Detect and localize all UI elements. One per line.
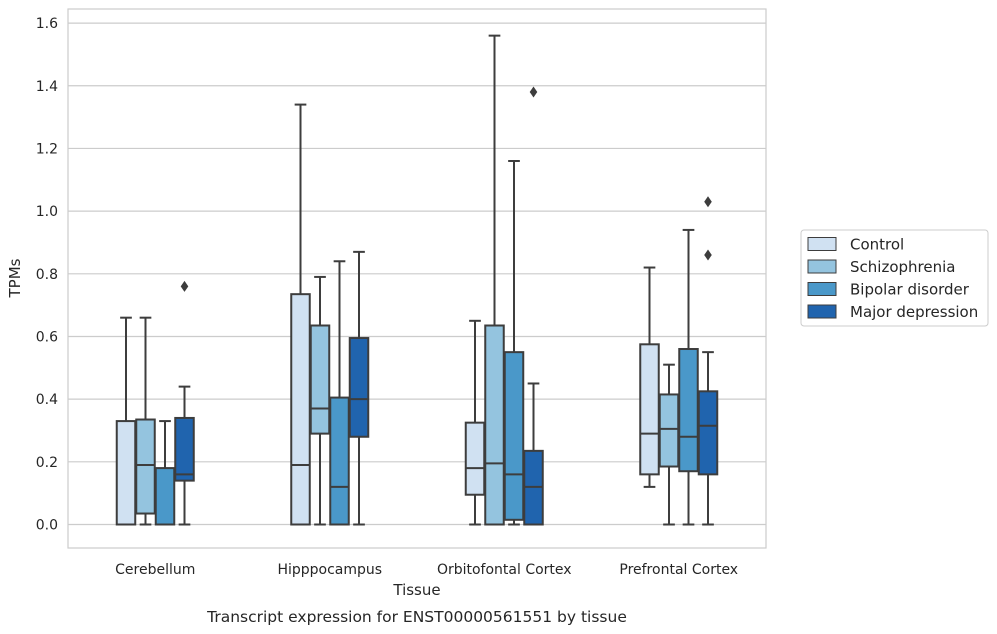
legend-swatch	[807, 237, 837, 251]
box-group	[154, 420, 176, 526]
y-tick-label: 0.6	[36, 329, 58, 345]
box-group	[348, 250, 370, 526]
box	[639, 343, 660, 476]
box-group	[658, 363, 680, 526]
box-group	[503, 159, 525, 526]
legend-frame	[800, 229, 989, 327]
x-tick-label: Prefrontal Cortex	[619, 562, 738, 578]
legend-label: Bipolar disorder	[850, 281, 970, 299]
box	[658, 393, 680, 468]
x-axis: Cerebellum Hipppocampus Orbitofontal Corte…	[115, 562, 738, 578]
box	[464, 421, 486, 496]
figure-caption: Transcript expression for ENST0000056155…	[206, 608, 627, 626]
y-tick-label: 1.0	[36, 204, 58, 220]
box-group	[135, 316, 156, 526]
y-tick-label: 0.0	[36, 517, 58, 533]
y-tick-label: 0.8	[36, 267, 58, 283]
box	[290, 293, 311, 526]
box-group	[290, 103, 311, 526]
y-tick-label: 1.2	[36, 141, 58, 157]
legend-swatch	[807, 304, 837, 319]
y-tick-label: 0.2	[36, 455, 58, 471]
box	[115, 420, 137, 526]
legend-swatch	[807, 282, 837, 296]
box-group	[697, 196, 719, 526]
box-group	[523, 86, 544, 526]
y-axis-title: TPMs	[6, 258, 24, 298]
box-group	[678, 228, 699, 526]
box-group	[329, 260, 350, 526]
legend: Control Schizophrenia Bipolar disorder Majo…	[800, 229, 989, 327]
x-tick-label: Cerebellum	[115, 562, 195, 578]
y-tick-label: 1.4	[36, 79, 58, 95]
box	[309, 324, 331, 435]
outlier-point	[180, 280, 189, 292]
x-tick-label: Orbitofontal Cortex	[437, 562, 572, 578]
outlier-point	[704, 249, 712, 261]
x-axis-title: Tissue	[392, 581, 440, 599]
y-axis: 0.0 0.2 0.4 0.6 0.8 1.0 1.2 1.4 1.6	[36, 16, 58, 533]
box-group	[639, 266, 660, 488]
box	[678, 348, 699, 473]
box	[503, 351, 525, 521]
box-group	[174, 280, 195, 526]
outlier-point	[704, 196, 712, 208]
box	[154, 467, 176, 526]
box-group	[464, 319, 486, 526]
box-plots	[115, 34, 719, 526]
box-group	[484, 34, 505, 526]
legend-swatch	[807, 259, 837, 274]
box-group	[309, 275, 331, 526]
box	[135, 418, 156, 515]
box	[348, 337, 370, 438]
box	[484, 324, 505, 526]
box	[697, 390, 719, 476]
box-group	[115, 316, 137, 526]
legend-label: Major depression	[850, 303, 978, 321]
plot-area	[67, 8, 767, 549]
box	[329, 396, 350, 526]
box	[174, 416, 195, 482]
legend-label: Control	[850, 236, 904, 254]
outlier-point	[529, 86, 538, 98]
y-tick-label: 0.4	[36, 392, 58, 408]
y-tick-label: 1.6	[36, 16, 58, 32]
x-tick-label: Hipppocampus	[277, 562, 382, 578]
legend-label: Schizophrenia	[850, 258, 955, 276]
